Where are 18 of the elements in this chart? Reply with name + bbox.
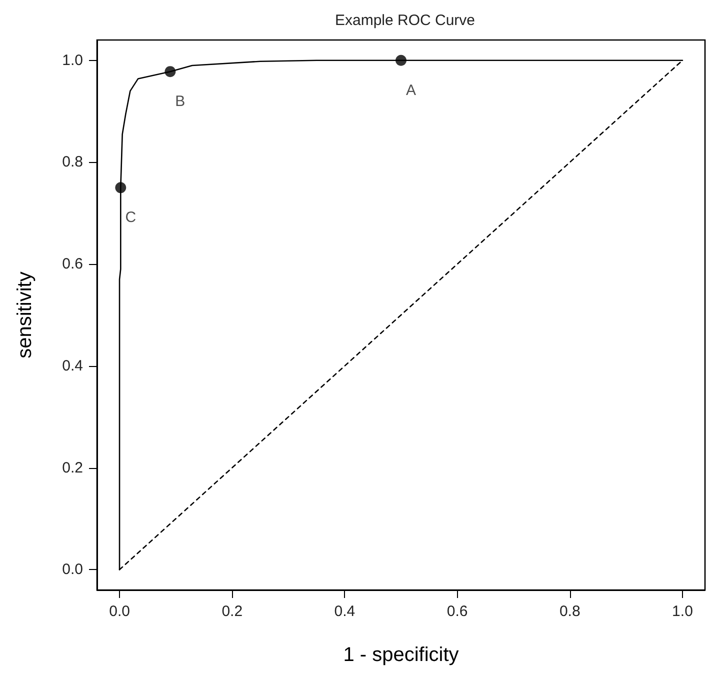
x-tick-label: 0.6 [446,603,468,620]
x-tick-label: 0.2 [222,603,243,620]
y-tick-label: 1.0 [62,52,83,69]
y-tick-label: 0.2 [62,459,83,476]
data-label: C [125,209,136,226]
x-tick-label: 0.4 [334,603,356,620]
y-tick-label: 0.6 [62,256,83,273]
data-label: A [406,82,416,99]
y-tick-label: 0.0 [62,561,83,578]
x-tick-label: 0.8 [559,603,580,620]
x-axis-title: 1 - specificity [343,644,459,666]
y-axis-title: sensitivity [14,272,36,358]
y-tick-label: 0.4 [62,357,83,374]
data-label: B [175,93,186,110]
x-tick-label: 1.0 [672,603,693,620]
y-tick-label: 0.8 [62,154,83,171]
x-tick-label: 0.0 [109,603,130,620]
chart-title: Example ROC Curve [334,12,476,29]
